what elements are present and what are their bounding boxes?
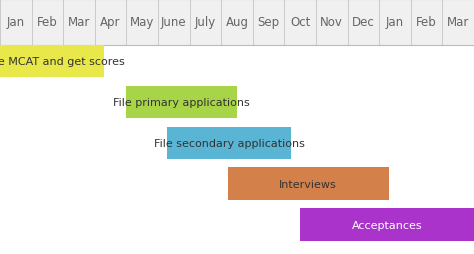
Bar: [127, 86, 237, 119]
Text: Sep: Sep: [257, 16, 280, 29]
Text: Nov: Nov: [320, 16, 343, 29]
Bar: [167, 127, 291, 160]
Bar: [228, 168, 389, 200]
Text: Jan: Jan: [386, 16, 404, 29]
Bar: [0, 45, 104, 78]
Text: June: June: [161, 16, 187, 29]
Text: July: July: [195, 16, 216, 29]
Text: Feb: Feb: [416, 16, 437, 29]
Text: File secondary applications: File secondary applications: [154, 138, 304, 148]
Bar: [0, 0, 474, 45]
Text: Oct: Oct: [290, 16, 310, 29]
Text: Mar: Mar: [447, 16, 469, 29]
Text: Jan: Jan: [7, 16, 25, 29]
Text: May: May: [130, 16, 155, 29]
Text: Apr: Apr: [100, 16, 121, 29]
Text: Interviews: Interviews: [279, 179, 337, 189]
Text: Feb: Feb: [37, 16, 58, 29]
Text: Take MCAT and get scores: Take MCAT and get scores: [0, 57, 125, 67]
Text: Acceptances: Acceptances: [352, 220, 422, 230]
Text: Mar: Mar: [68, 16, 90, 29]
Text: Dec: Dec: [352, 16, 375, 29]
Bar: [300, 209, 474, 241]
Text: Aug: Aug: [226, 16, 248, 29]
Text: File primary applications: File primary applications: [113, 98, 250, 107]
